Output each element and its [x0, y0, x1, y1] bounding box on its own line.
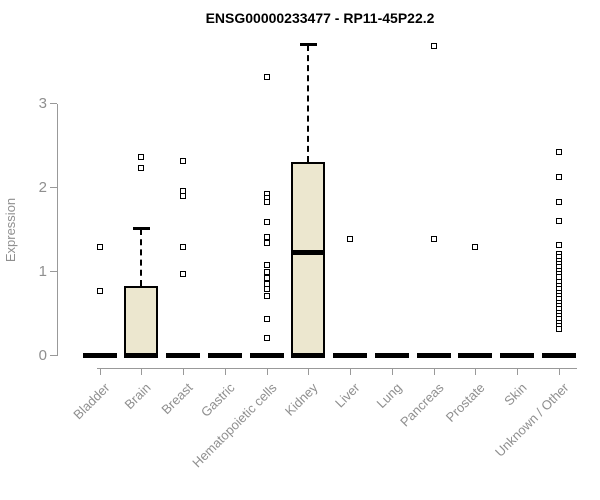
x-tick [558, 368, 560, 375]
y-tick-label: 0 [38, 346, 47, 364]
outlier-point [180, 271, 187, 278]
outlier-point [263, 286, 270, 293]
x-tick [350, 368, 352, 375]
y-tick-label: 3 [38, 94, 47, 112]
outlier-point [263, 292, 270, 299]
outlier-point [263, 239, 270, 246]
outlier-point [430, 235, 437, 242]
outlier-point [430, 42, 437, 49]
outlier-point [555, 173, 562, 180]
x-tick [99, 368, 101, 375]
outlier-point [263, 198, 270, 205]
outlier-point [472, 244, 479, 251]
outlier-point [555, 326, 562, 333]
y-tick-label: 2 [38, 178, 47, 196]
whisker-cap [299, 43, 317, 47]
outlier-point [263, 73, 270, 80]
outlier-point [555, 198, 562, 205]
outlier-point [263, 334, 270, 341]
outlier-point [138, 165, 145, 172]
x-tick [391, 368, 393, 375]
outlier-point [180, 192, 187, 199]
x-tick [141, 368, 143, 375]
y-tick [50, 355, 57, 356]
outlier-point [263, 316, 270, 323]
y-axis-label: Expression [3, 197, 18, 263]
x-tick [517, 368, 519, 375]
outlier-point [555, 149, 562, 156]
y-tick [50, 187, 57, 188]
zero-bar [333, 353, 368, 358]
median-line [124, 353, 159, 358]
zero-bar [374, 353, 409, 358]
outlier-point [96, 244, 103, 251]
box [124, 285, 159, 356]
outlier-point [555, 218, 562, 225]
y-tick [50, 103, 57, 104]
zero-bar [166, 353, 201, 358]
x-tick [224, 368, 226, 375]
zero-bar [541, 353, 576, 358]
box [291, 162, 326, 356]
y-axis-line [57, 103, 58, 356]
outlier-point [263, 269, 270, 276]
y-tick [50, 271, 57, 272]
y-tick-label: 1 [38, 262, 47, 280]
zero-bar [207, 353, 242, 358]
x-tick [183, 368, 185, 375]
zero-bar [291, 353, 326, 358]
whisker [140, 228, 143, 286]
outlier-point [263, 234, 270, 241]
zero-bar [500, 353, 535, 358]
outlier-point [96, 287, 103, 294]
x-tick [266, 368, 268, 375]
zero-bar [416, 353, 451, 358]
outlier-point [263, 218, 270, 225]
x-axis-line [97, 368, 577, 369]
median-line [291, 249, 326, 255]
zero-bar [249, 353, 284, 358]
outlier-point [555, 241, 562, 248]
zero-bar [82, 353, 117, 358]
zero-bar [458, 353, 493, 358]
outlier-point [180, 244, 187, 251]
whisker-cap [132, 227, 150, 231]
outlier-point [263, 275, 270, 282]
x-tick [433, 368, 435, 375]
x-tick [308, 368, 310, 375]
outlier-point [138, 154, 145, 161]
outlier-point [180, 158, 187, 165]
whisker [307, 44, 310, 163]
outlier-point [263, 261, 270, 268]
x-tick [475, 368, 477, 375]
x-tick-label: Unknown / Other [491, 380, 572, 460]
outlier-point [347, 235, 354, 242]
chart-title: ENSG00000233477 - RP11-45P22.2 [205, 10, 435, 26]
